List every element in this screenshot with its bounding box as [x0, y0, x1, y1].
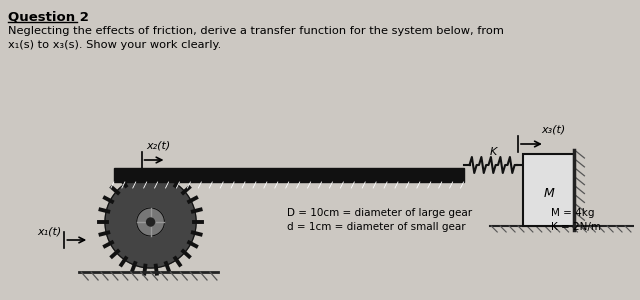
Text: K = 2N/m: K = 2N/m — [551, 222, 601, 232]
Text: d = 1cm = diameter of small gear: d = 1cm = diameter of small gear — [287, 222, 466, 232]
Text: x₁(s) to x₃(s). Show your work clearly.: x₁(s) to x₃(s). Show your work clearly. — [8, 40, 221, 50]
Text: x₂(t): x₂(t) — [147, 140, 171, 150]
Polygon shape — [137, 208, 164, 236]
Bar — [523, 154, 575, 226]
Text: K: K — [490, 147, 497, 157]
Text: M = 4kg: M = 4kg — [551, 208, 594, 218]
Circle shape — [147, 218, 154, 226]
Text: x₃(t): x₃(t) — [541, 124, 565, 134]
Text: Question 2: Question 2 — [8, 10, 89, 23]
Text: x₁(t): x₁(t) — [38, 226, 62, 236]
Text: Neglecting the effects of friction, derive a transfer function for the system be: Neglecting the effects of friction, deri… — [8, 26, 504, 36]
Text: D = 10cm = diameter of large gear: D = 10cm = diameter of large gear — [287, 208, 472, 218]
Polygon shape — [105, 176, 196, 268]
Bar — [114, 168, 463, 182]
Text: M: M — [543, 187, 554, 200]
